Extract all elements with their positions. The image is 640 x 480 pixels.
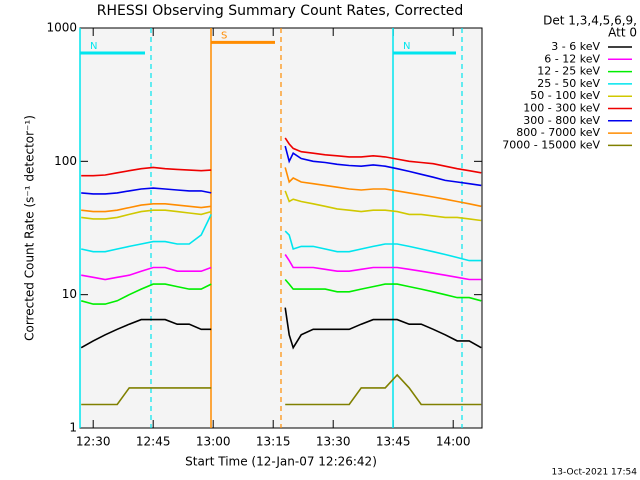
annotation-label: N bbox=[403, 41, 410, 52]
x-tick-label: 12:45 bbox=[136, 435, 171, 449]
legend-header: Det 1,3,4,5,6,9, bbox=[543, 14, 637, 28]
y-tick-label: 100 bbox=[54, 154, 77, 168]
x-tick-label: 13:30 bbox=[316, 435, 351, 449]
legend-label: 300 - 800 keV bbox=[523, 114, 600, 127]
legend-label: 100 - 300 keV bbox=[523, 102, 600, 115]
annotation-label: S bbox=[221, 30, 227, 41]
y-axis-label: Corrected Count Rate (s⁻¹ detector⁻¹) bbox=[23, 115, 37, 341]
legend-label: 12 - 25 keV bbox=[537, 65, 600, 78]
x-tick-label: 13:15 bbox=[256, 435, 291, 449]
legend-label: 50 - 100 keV bbox=[530, 89, 600, 102]
series-line bbox=[80, 278, 482, 305]
series-line bbox=[81, 167, 482, 213]
annotation-label: N bbox=[90, 41, 97, 52]
legend-label: 6 - 12 keV bbox=[544, 52, 600, 65]
y-tick-label: 1000 bbox=[46, 21, 77, 35]
x-tick-label: 12:30 bbox=[76, 435, 111, 449]
series-line bbox=[81, 137, 482, 177]
series-line bbox=[80, 307, 482, 350]
chart-title: RHESSI Observing Summary Count Rates, Co… bbox=[97, 3, 463, 19]
series-line bbox=[81, 145, 482, 195]
x-tick-label: 14:00 bbox=[436, 435, 471, 449]
y-tick-label: 10 bbox=[62, 287, 77, 301]
legend-label: 25 - 50 keV bbox=[537, 77, 600, 90]
legend-header: Att 0 bbox=[608, 26, 637, 40]
legend-label: 3 - 6 keV bbox=[551, 40, 600, 53]
legend-label: 800 - 7000 keV bbox=[516, 126, 600, 139]
legend-label: 7000 - 15000 keV bbox=[502, 138, 600, 151]
footer: 13-Oct-2021 17:54 bbox=[552, 468, 638, 478]
x-tick-label: 13:00 bbox=[196, 435, 231, 449]
series-line bbox=[81, 190, 482, 222]
x-tick-label: 13:45 bbox=[376, 435, 411, 449]
series-line bbox=[81, 214, 482, 262]
series-line bbox=[81, 373, 482, 406]
series-line bbox=[81, 254, 482, 281]
y-tick-label: 1 bbox=[69, 421, 77, 435]
x-axis-label: Start Time (12-Jan-07 12:26:42) bbox=[185, 455, 377, 469]
